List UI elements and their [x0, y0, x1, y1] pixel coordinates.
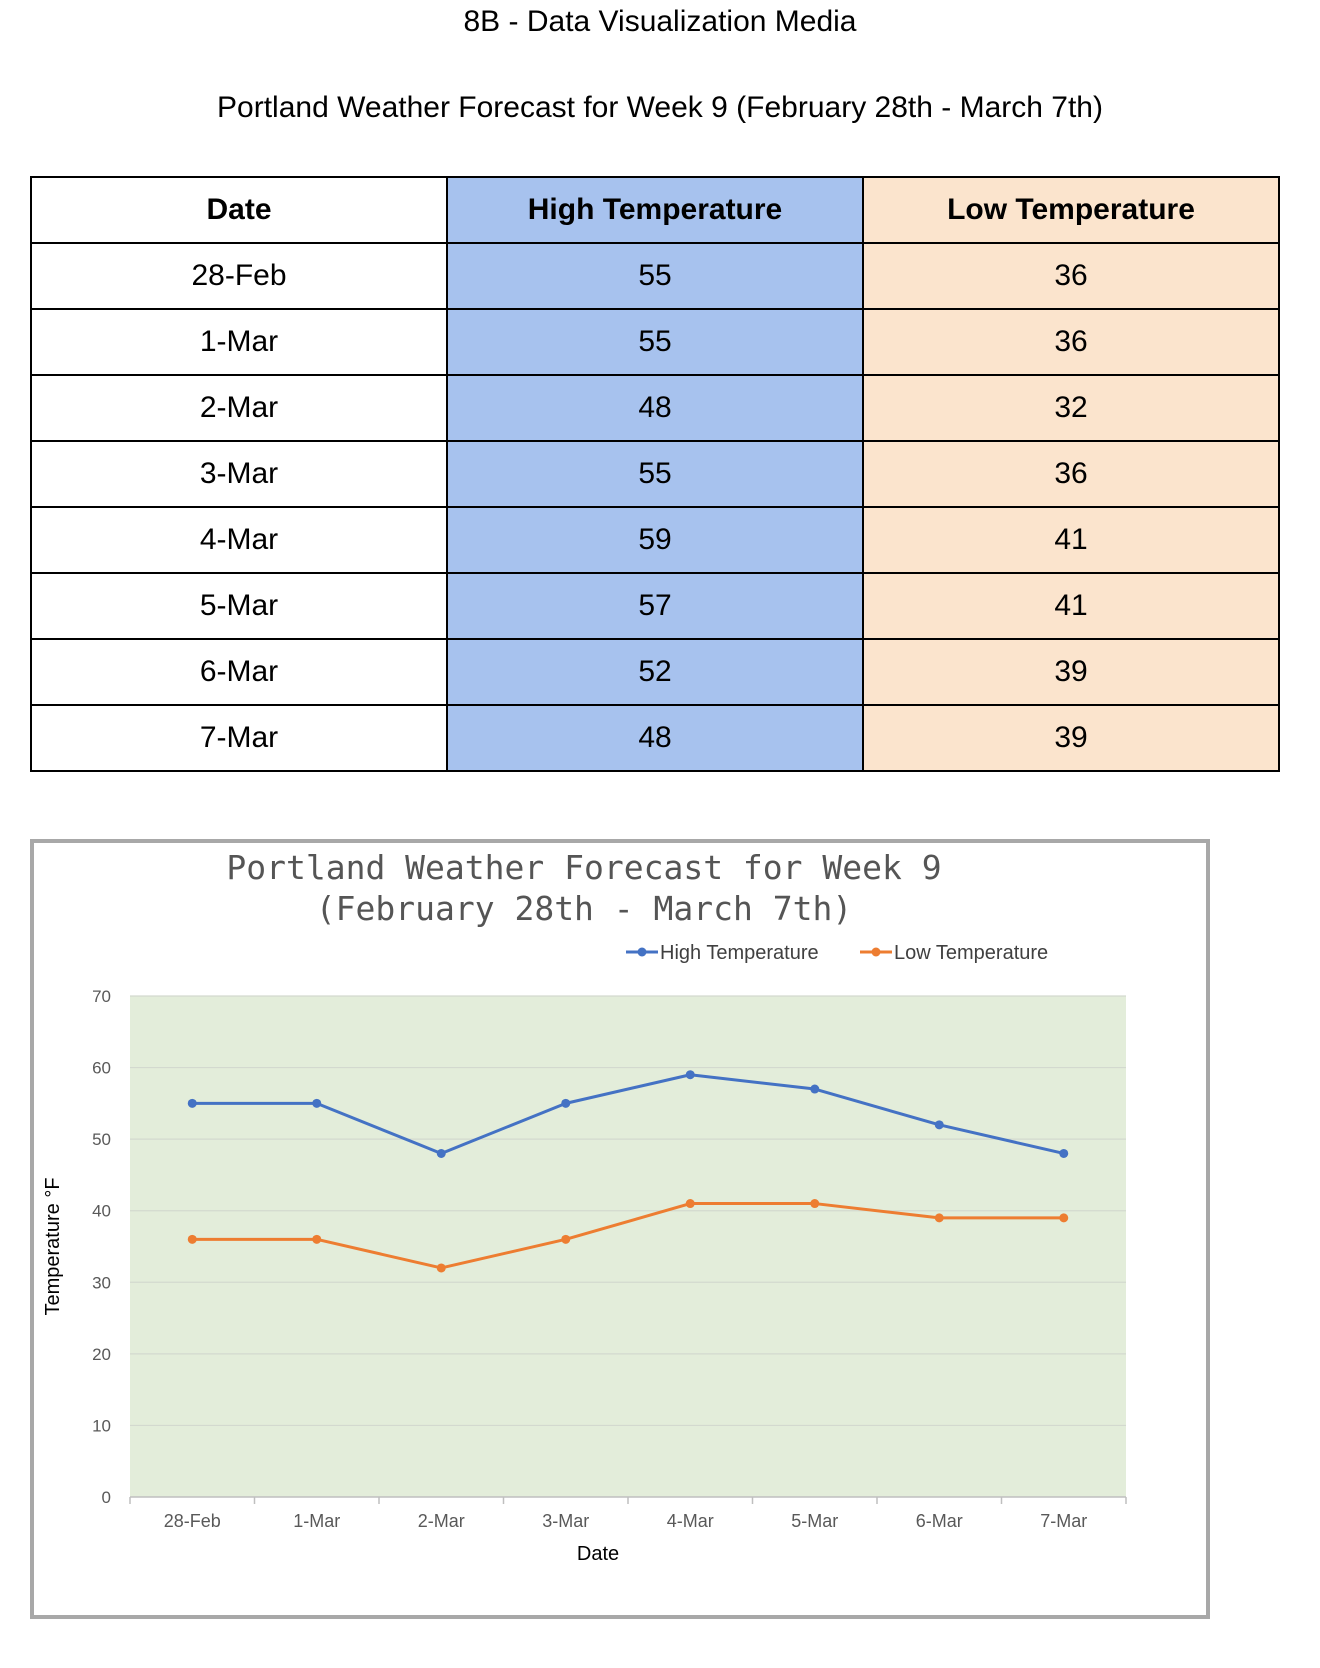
cell-low: 32: [862, 374, 1280, 442]
data-point: [187, 1234, 197, 1244]
chart-title-line-1: Portland Weather Forecast for Week 9: [226, 848, 941, 887]
cell-high: 55: [446, 440, 864, 508]
table-row: 28-Feb 55 36: [30, 242, 1280, 310]
data-point: [436, 1263, 446, 1273]
cell-high: 55: [446, 242, 864, 310]
table-row: 7-Mar 48 39: [30, 704, 1280, 772]
x-tick-label: 2-Mar: [418, 1511, 465, 1531]
data-point: [934, 1120, 944, 1130]
data-point: [810, 1199, 820, 1209]
cell-date: 2-Mar: [30, 374, 448, 442]
table-row: 5-Mar 57 41: [30, 572, 1280, 640]
x-tick-label: 28-Feb: [164, 1511, 221, 1531]
page-title: 8B - Data Visualization Media: [463, 5, 857, 38]
cell-date: 7-Mar: [30, 704, 448, 772]
y-tick-label: 20: [92, 1345, 111, 1364]
cell-low: 41: [862, 506, 1280, 574]
y-tick-label: 40: [92, 1202, 111, 1221]
data-point: [685, 1070, 695, 1080]
data-point: [1059, 1213, 1069, 1223]
cell-low: 36: [862, 308, 1280, 376]
y-tick-label: 30: [92, 1273, 111, 1292]
chart-container: Portland Weather Forecast for Week 9 (Feb…: [30, 839, 1210, 1619]
cell-low: 39: [862, 704, 1280, 772]
legend-swatch-marker: [637, 947, 647, 957]
cell-date: 4-Mar: [30, 506, 448, 574]
series-line-high: [192, 1073, 1065, 1155]
x-tick-label: 6-Mar: [916, 1511, 963, 1531]
cell-low: 39: [862, 638, 1280, 706]
table-row: 4-Mar 59 41: [30, 506, 1280, 574]
cell-high: 48: [446, 374, 864, 442]
chart-title-line-2: (February 28th - March 7th): [316, 889, 852, 928]
table-row: 1-Mar 55 36: [30, 308, 1280, 376]
data-point: [187, 1098, 197, 1108]
legend-label: High Temperature: [660, 942, 819, 964]
x-tick-label: 1-Mar: [293, 1511, 340, 1531]
cell-date: 3-Mar: [30, 440, 448, 508]
data-point: [561, 1234, 571, 1244]
data-point: [312, 1098, 322, 1108]
x-tick-label: 3-Mar: [542, 1511, 589, 1531]
data-point: [685, 1199, 695, 1209]
y-tick-label: 70: [92, 987, 111, 1006]
y-tick-label: 50: [92, 1130, 111, 1149]
page-subtitle: Portland Weather Forecast for Week 9 (Fe…: [217, 91, 1103, 124]
table-row: 6-Mar 52 39: [30, 638, 1280, 706]
line-chart: Portland Weather Forecast for Week 9(Feb…: [42, 848, 1127, 1565]
cell-high: 55: [446, 308, 864, 376]
data-point: [436, 1148, 446, 1158]
data-point: [810, 1084, 820, 1094]
data-point: [1059, 1148, 1069, 1158]
x-tick-label: 7-Mar: [1040, 1511, 1087, 1531]
data-point: [934, 1213, 944, 1223]
y-tick-label: 0: [102, 1488, 111, 1507]
series-line-low: [192, 1202, 1064, 1270]
cell-date: 6-Mar: [30, 638, 448, 706]
legend-label: Low Temperature: [894, 942, 1048, 964]
y-tick-label: 10: [92, 1416, 111, 1435]
forecast-table: Date High Temperature Low Temperature 28…: [30, 176, 1280, 772]
cell-high: 48: [446, 704, 864, 772]
cell-high: 52: [446, 638, 864, 706]
table-row: 3-Mar 55 36: [30, 440, 1280, 508]
cell-date: 5-Mar: [30, 572, 448, 640]
x-axis-title: Date: [577, 1543, 619, 1565]
y-axis-title: Temperature °F: [42, 1177, 64, 1315]
column-header-date: Date: [30, 176, 448, 244]
y-tick-label: 60: [92, 1059, 111, 1078]
cell-high: 57: [446, 572, 864, 640]
legend-swatch-marker: [871, 947, 881, 957]
cell-low: 36: [862, 440, 1280, 508]
cell-high: 59: [446, 506, 864, 574]
x-tick-label: 5-Mar: [791, 1511, 838, 1531]
table-row: 2-Mar 48 32: [30, 374, 1280, 442]
x-tick-label: 4-Mar: [667, 1511, 714, 1531]
cell-date: 28-Feb: [30, 242, 448, 310]
column-header-low-temperature: Low Temperature: [862, 176, 1280, 244]
table-header-row: Date High Temperature Low Temperature: [30, 176, 1280, 244]
data-point: [312, 1234, 322, 1244]
plot-area: [130, 996, 1126, 1497]
column-header-high-temperature: High Temperature: [446, 176, 864, 244]
data-point: [561, 1098, 571, 1108]
cell-low: 41: [862, 572, 1280, 640]
cell-date: 1-Mar: [30, 308, 448, 376]
cell-low: 36: [862, 242, 1280, 310]
